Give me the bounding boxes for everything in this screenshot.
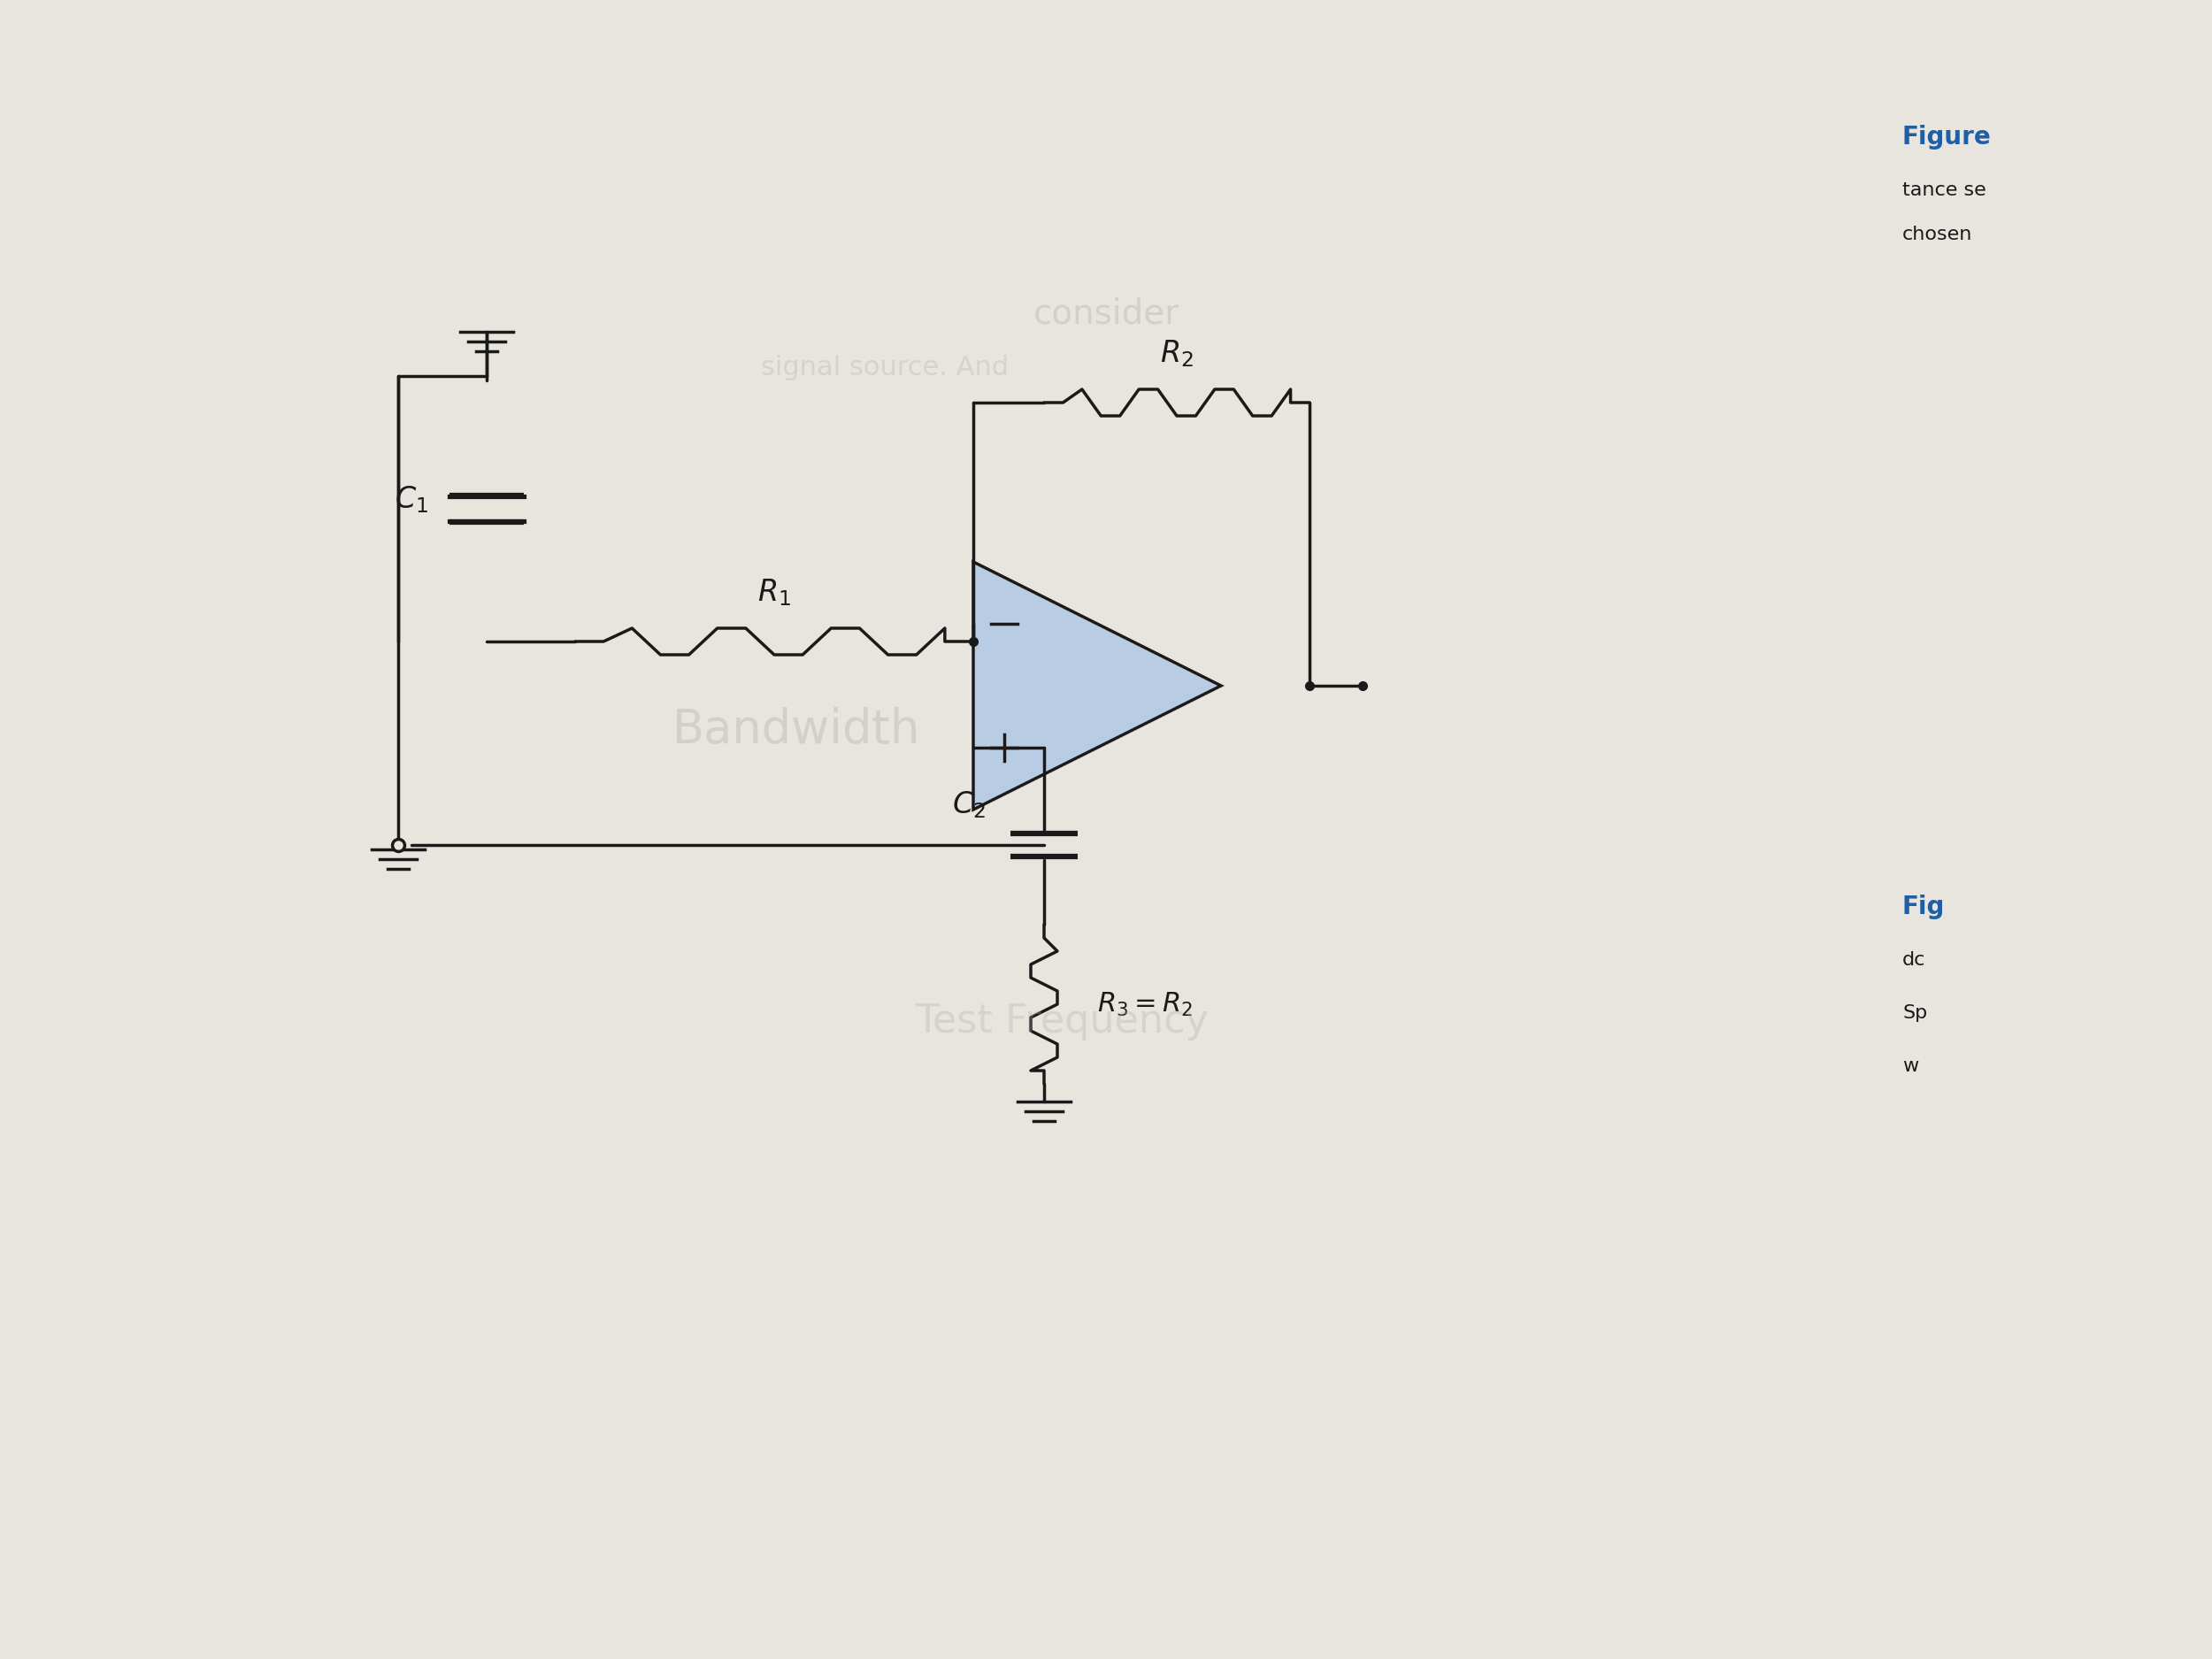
Text: Figure: Figure — [1902, 124, 1991, 149]
Text: chosen: chosen — [1902, 226, 1973, 244]
Text: Bandwidth: Bandwidth — [672, 707, 920, 753]
Text: $C_1$: $C_1$ — [394, 484, 429, 516]
Text: w: w — [1902, 1057, 1918, 1075]
Text: dc: dc — [1902, 951, 1927, 969]
Text: signal source. And: signal source. And — [761, 355, 1009, 380]
Text: consider: consider — [1033, 297, 1179, 330]
Text: Fig: Fig — [1902, 894, 1944, 919]
Text: tance se: tance se — [1902, 181, 1986, 199]
Polygon shape — [973, 562, 1221, 810]
Text: $R_3 = R_2$: $R_3 = R_2$ — [1097, 990, 1192, 1019]
Text: $R_1$: $R_1$ — [757, 577, 792, 609]
Text: Test Frequency: Test Frequency — [916, 1004, 1208, 1040]
Text: $C_2$: $C_2$ — [951, 790, 987, 821]
Text: Sp: Sp — [1902, 1004, 1927, 1022]
Text: $R_2$: $R_2$ — [1159, 338, 1194, 370]
